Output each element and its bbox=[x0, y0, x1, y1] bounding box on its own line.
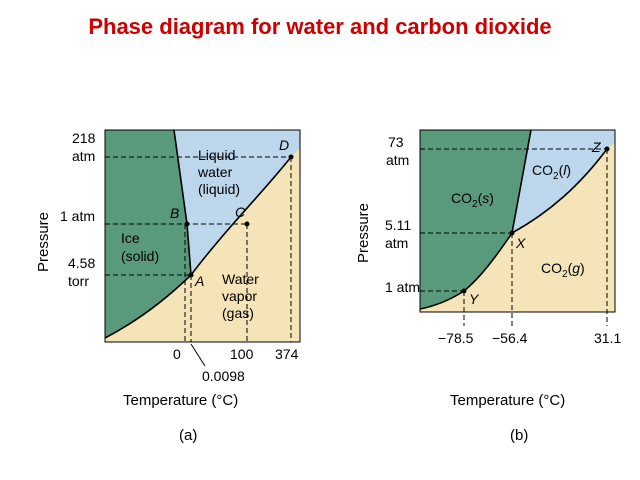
water-point-a-label: A bbox=[194, 273, 204, 289]
water-phase-diagram: A B C D Liquid water (liquid) Ice (solid… bbox=[35, 129, 301, 444]
water-ytick-218: 218 bbox=[72, 130, 96, 146]
water-liquid-region bbox=[174, 130, 300, 275]
co2-ytick-73-unit: atm bbox=[386, 152, 409, 168]
water-liquid-label-3: (liquid) bbox=[198, 181, 240, 197]
co2-sublimation-vapor-curve bbox=[419, 148, 608, 310]
page-title: Phase diagram for water and carbon dioxi… bbox=[88, 14, 552, 39]
co2-liquid-label: CO2(l) bbox=[532, 162, 571, 182]
water-gas-region bbox=[105, 148, 300, 342]
water-xtick-0: 0 bbox=[173, 346, 181, 362]
water-gas-label-2: vapor bbox=[222, 288, 257, 304]
co2-xtick-564: −56.4 bbox=[492, 330, 528, 346]
water-point-d-dot bbox=[288, 154, 294, 160]
water-ytick-458-unit: torr bbox=[68, 273, 89, 289]
water-ytick-218-unit: atm bbox=[72, 148, 95, 164]
water-solid-label-2: (solid) bbox=[121, 248, 159, 264]
co2-liquid-region bbox=[512, 130, 615, 233]
water-xtick-0098: 0.0098 bbox=[202, 368, 245, 384]
water-ytick-458: 4.58 bbox=[68, 255, 95, 271]
water-liquid-label-2: water bbox=[197, 164, 233, 180]
co2-point-y-label: Y bbox=[469, 291, 480, 307]
co2-yaxis-title: Pressure bbox=[355, 203, 372, 263]
water-0098-leader bbox=[190, 343, 206, 367]
co2-phase-diagram: X Y Z CO2(l) CO2(s) CO2(g) 73 atm 5.11 a… bbox=[355, 129, 621, 444]
co2-ytick-73: 73 bbox=[388, 134, 404, 150]
water-point-b-dot bbox=[184, 221, 190, 227]
water-frame bbox=[104, 129, 301, 343]
co2-frame bbox=[419, 129, 616, 313]
water-solid-label-1: Ice bbox=[121, 230, 140, 246]
co2-gas-region bbox=[420, 142, 615, 312]
water-caption: (a) bbox=[179, 427, 197, 444]
co2-gas-label: CO2(g) bbox=[541, 260, 585, 280]
water-xtick-100: 100 bbox=[230, 346, 254, 362]
co2-point-x-label: X bbox=[515, 235, 526, 251]
co2-ytick-511-unit: atm bbox=[385, 235, 408, 251]
co2-ytick-1atm: 1 atm bbox=[385, 279, 420, 295]
co2-xtick-311: 31.1 bbox=[594, 330, 621, 346]
co2-melting-curve bbox=[511, 129, 532, 234]
water-point-d-label: D bbox=[279, 137, 289, 153]
co2-xtick-785: −78.5 bbox=[438, 330, 474, 346]
water-point-c-label: C bbox=[235, 204, 246, 220]
water-gas-label-1: Water bbox=[222, 271, 259, 287]
co2-caption: (b) bbox=[510, 427, 528, 444]
water-liquid-label-1: Liquid bbox=[198, 147, 235, 163]
co2-ytick-511: 5.11 bbox=[385, 217, 411, 233]
co2-point-x-dot bbox=[509, 230, 515, 236]
water-gas-label-3: (gas) bbox=[222, 305, 254, 321]
water-xaxis-title: Temperature (°C) bbox=[123, 392, 238, 409]
water-point-a-dot bbox=[188, 272, 194, 278]
co2-solid-label: CO2(s) bbox=[451, 190, 494, 210]
water-ytick-1atm: 1 atm bbox=[60, 208, 95, 224]
co2-xaxis-title: Temperature (°C) bbox=[450, 392, 565, 409]
co2-point-z-label: Z bbox=[591, 139, 601, 155]
water-point-b-label: B bbox=[170, 205, 179, 221]
co2-point-y-dot bbox=[461, 288, 467, 294]
water-xtick-374: 374 bbox=[275, 346, 299, 362]
water-point-c-dot bbox=[244, 221, 250, 227]
co2-point-z-dot bbox=[604, 146, 610, 152]
water-yaxis-title: Pressure bbox=[35, 212, 52, 272]
